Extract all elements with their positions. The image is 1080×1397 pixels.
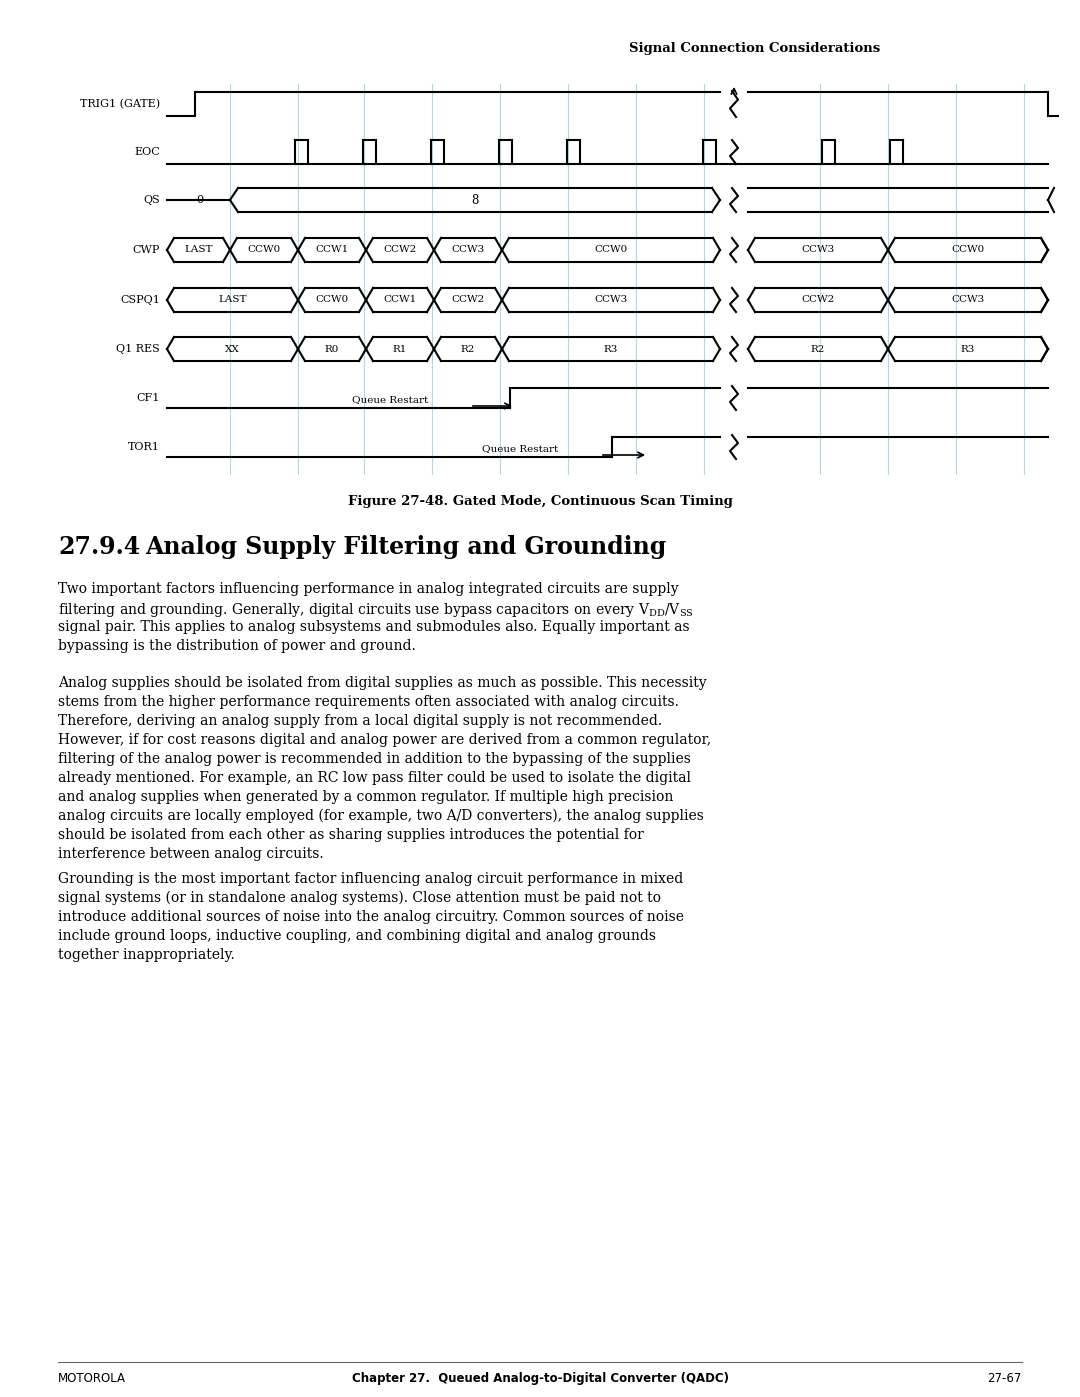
Text: Chapter 27.  Queued Analog-to-Digital Converter (QADC): Chapter 27. Queued Analog-to-Digital Con… [351,1372,729,1384]
Text: MOTOROLA: MOTOROLA [58,1372,126,1384]
Text: CCW0: CCW0 [951,246,985,254]
Text: R1: R1 [393,345,407,353]
Text: interference between analog circuits.: interference between analog circuits. [58,847,324,861]
Text: CCW0: CCW0 [247,246,281,254]
Text: Queue Restart: Queue Restart [482,444,558,453]
Text: CCW1: CCW1 [383,296,417,305]
Text: CCW0: CCW0 [594,246,627,254]
Text: 8: 8 [471,194,478,207]
Text: LAST: LAST [218,296,246,305]
Text: R2: R2 [461,345,475,353]
Text: already mentioned. For example, an RC low pass filter could be used to isolate t: already mentioned. For example, an RC lo… [58,771,691,785]
Text: CCW0: CCW0 [315,296,349,305]
Text: Analog Supply Filtering and Grounding: Analog Supply Filtering and Grounding [145,535,666,559]
Text: R3: R3 [961,345,975,353]
Text: Figure 27-48. Gated Mode, Continuous Scan Timing: Figure 27-48. Gated Mode, Continuous Sca… [348,495,732,509]
Text: However, if for cost reasons digital and analog power are derived from a common : However, if for cost reasons digital and… [58,733,711,747]
Text: signal systems (or in standalone analog systems). Close attention must be paid n: signal systems (or in standalone analog … [58,891,661,905]
Text: CCW1: CCW1 [315,246,349,254]
Text: Analog supplies should be isolated from digital supplies as much as possible. Th: Analog supplies should be isolated from … [58,676,706,690]
Text: R2: R2 [811,345,825,353]
Text: TOR1: TOR1 [129,441,160,453]
Text: CSPQ1: CSPQ1 [120,295,160,305]
Text: LAST: LAST [185,246,213,254]
Text: CCW2: CCW2 [383,246,417,254]
Text: EOC: EOC [134,147,160,156]
Text: introduce additional sources of noise into the analog circuitry. Common sources : introduce additional sources of noise in… [58,909,684,923]
Text: 27.9.4: 27.9.4 [58,535,140,559]
Text: signal pair. This applies to analog subsystems and submodules also. Equally impo: signal pair. This applies to analog subs… [58,620,690,634]
Text: R3: R3 [604,345,618,353]
Text: Signal Connection Considerations: Signal Connection Considerations [630,42,880,54]
Text: together inappropriately.: together inappropriately. [58,949,234,963]
Text: filtering of the analog power is recommended in addition to the bypassing of the: filtering of the analog power is recomme… [58,752,691,766]
Text: R0: R0 [325,345,339,353]
Text: stems from the higher performance requirements often associated with analog circ: stems from the higher performance requir… [58,694,679,710]
Text: TRIG1 (GATE): TRIG1 (GATE) [80,99,160,109]
Text: QS: QS [144,196,160,205]
Text: Q1 RES: Q1 RES [117,344,160,353]
Text: filtering and grounding. Generally, digital circuits use bypass capacitors on ev: filtering and grounding. Generally, digi… [58,601,693,619]
Text: Queue Restart: Queue Restart [352,395,428,404]
Text: Grounding is the most important factor influencing analog circuit performance in: Grounding is the most important factor i… [58,872,684,886]
Text: should be isolated from each other as sharing supplies introduces the potential : should be isolated from each other as sh… [58,828,644,842]
Text: CCW3: CCW3 [451,246,485,254]
Text: analog circuits are locally employed (for example, two A/D converters), the anal: analog circuits are locally employed (fo… [58,809,704,823]
Text: CF1: CF1 [137,393,160,402]
Text: bypassing is the distribution of power and ground.: bypassing is the distribution of power a… [58,638,416,652]
Text: Therefore, deriving an analog supply from a local digital supply is not recommen: Therefore, deriving an analog supply fro… [58,714,662,728]
Text: 27-67: 27-67 [987,1372,1022,1384]
Text: CCW2: CCW2 [451,296,485,305]
Text: 0: 0 [197,196,203,205]
Text: CWP: CWP [133,244,160,256]
Text: CCW3: CCW3 [594,296,627,305]
Text: CCW2: CCW2 [801,296,835,305]
Text: Two important factors influencing performance in analog integrated circuits are : Two important factors influencing perfor… [58,583,678,597]
Text: CCW3: CCW3 [951,296,985,305]
Text: CCW3: CCW3 [801,246,835,254]
Text: include ground loops, inductive coupling, and combining digital and analog groun: include ground loops, inductive coupling… [58,929,656,943]
Text: and analog supplies when generated by a common regulator. If multiple high preci: and analog supplies when generated by a … [58,789,673,805]
Text: XX: XX [225,345,240,353]
